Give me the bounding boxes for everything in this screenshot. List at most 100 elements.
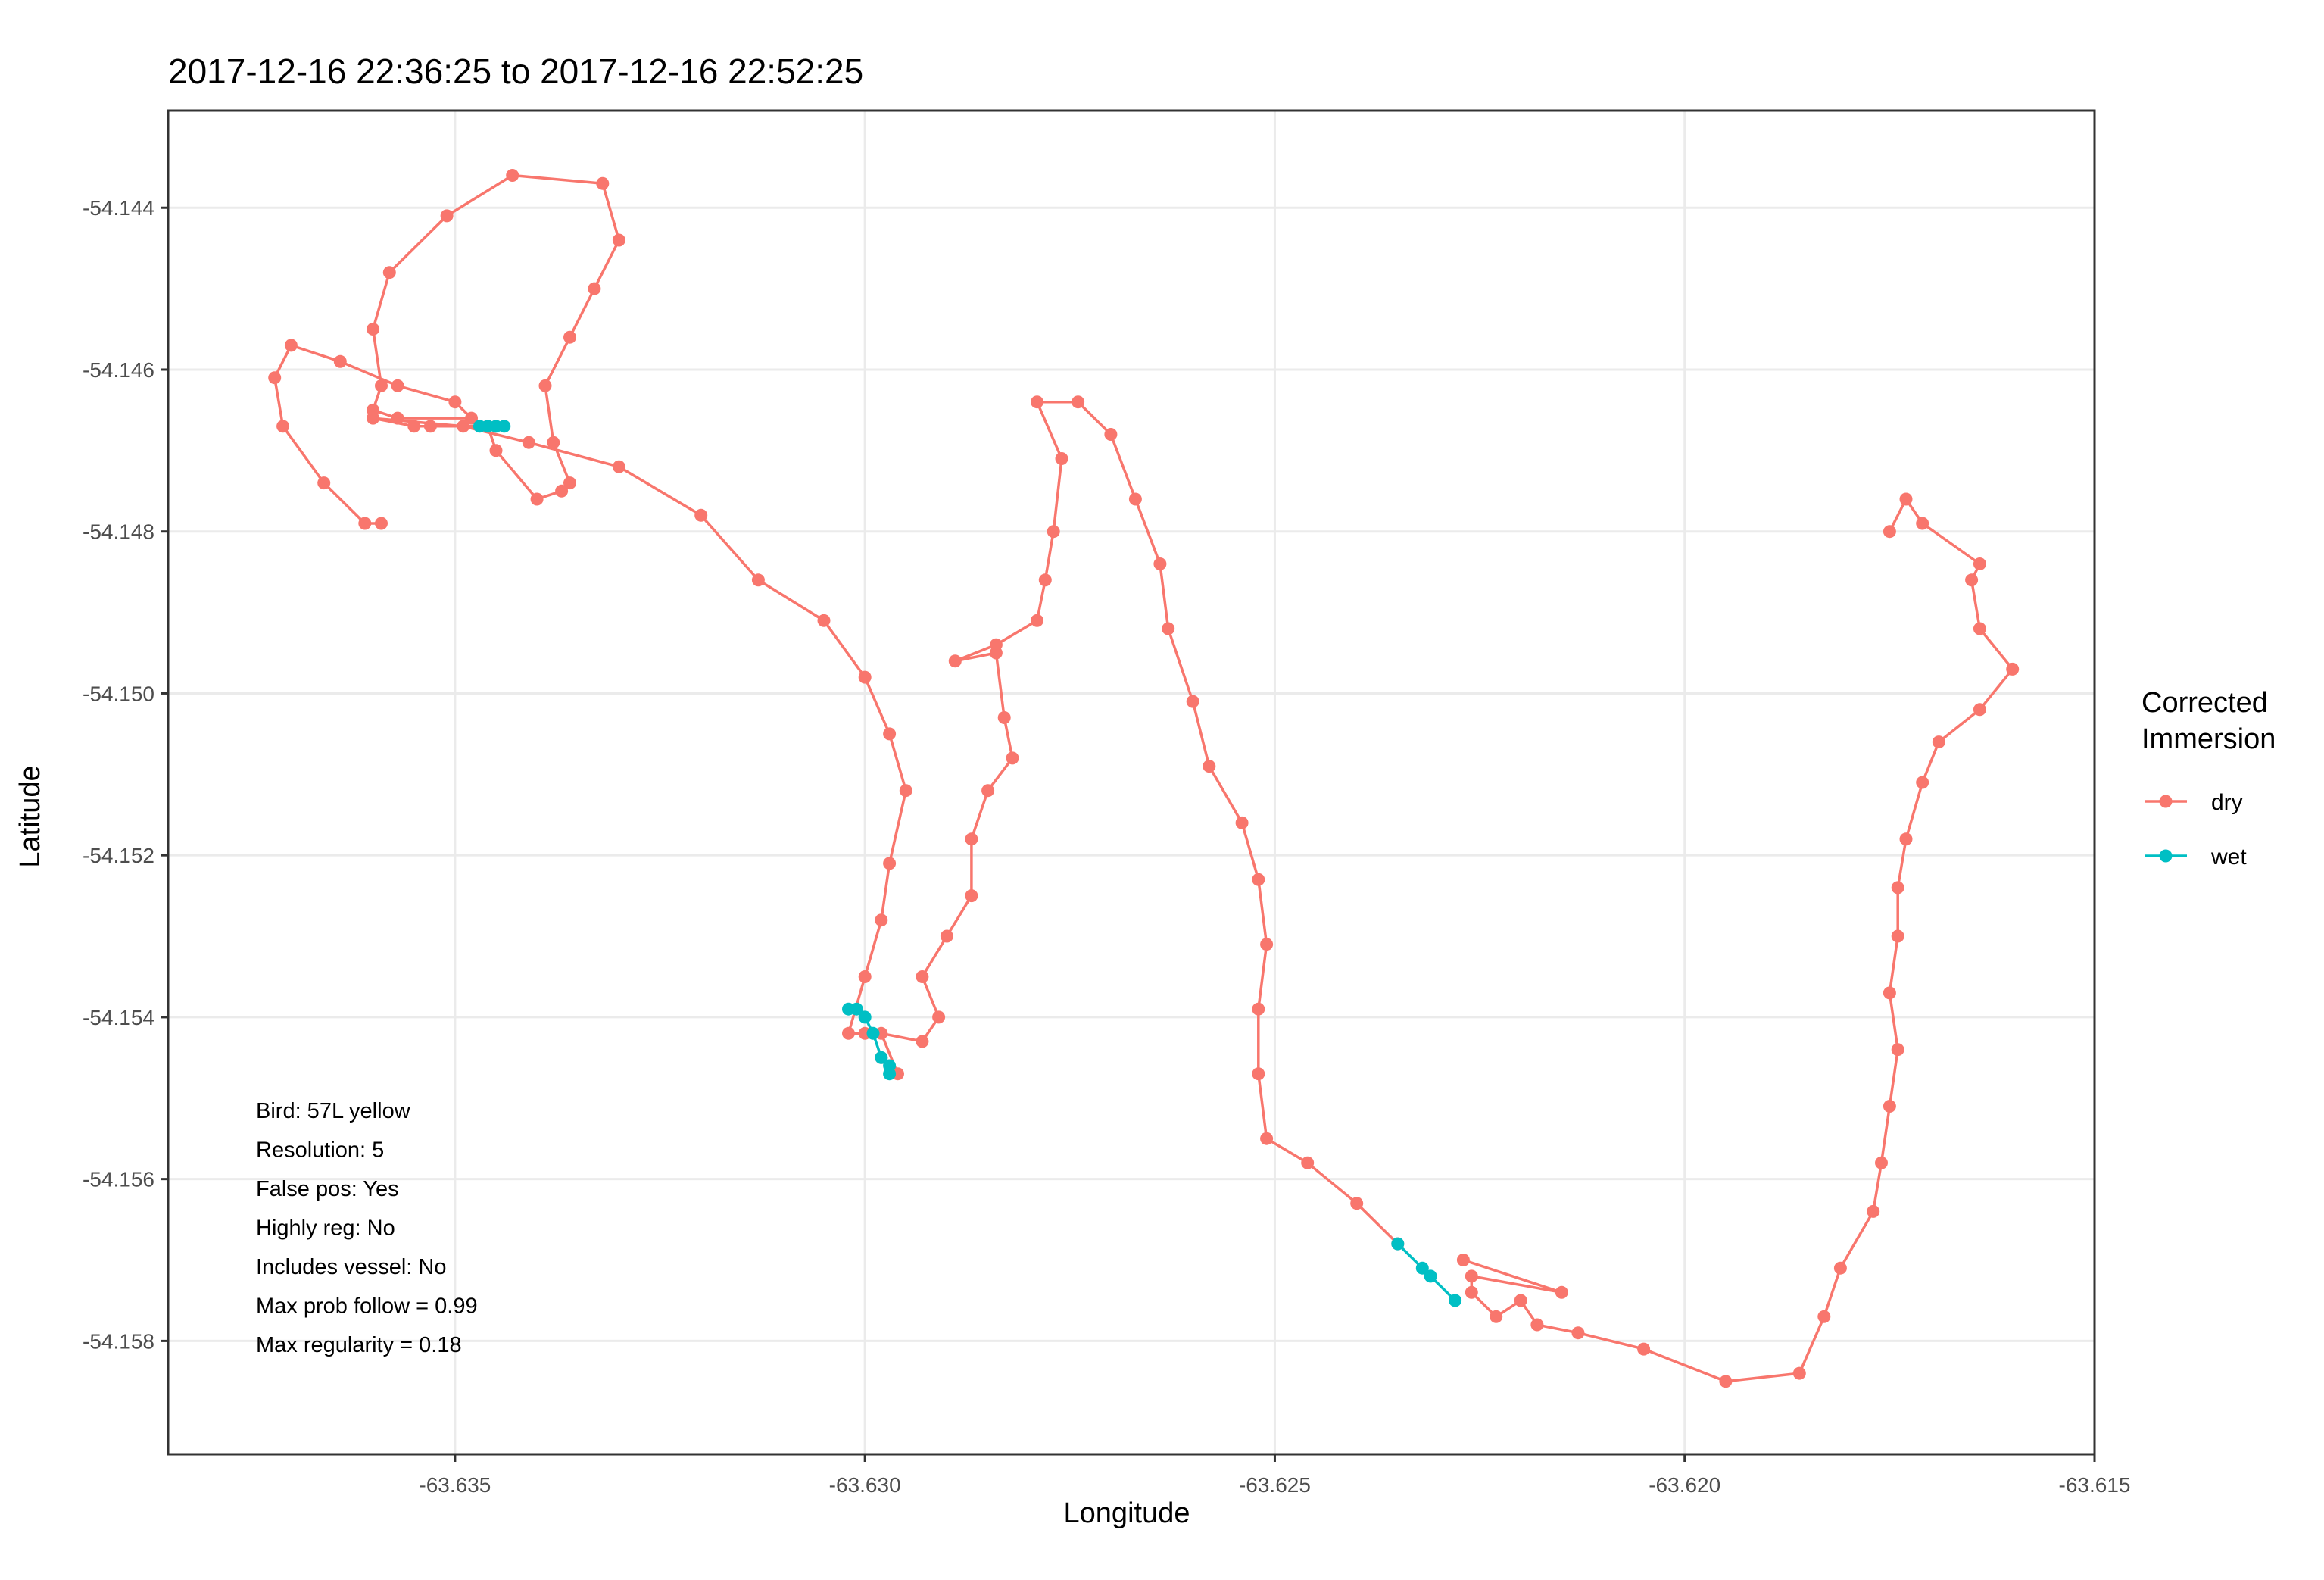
data-point-dry bbox=[588, 282, 601, 295]
data-point-dry bbox=[367, 411, 380, 425]
y-tick-label: -54.146 bbox=[83, 358, 154, 382]
data-point-wet bbox=[1415, 1261, 1429, 1275]
legend-label: dry bbox=[2211, 790, 2243, 815]
data-point-dry bbox=[358, 517, 372, 530]
data-point-dry bbox=[883, 857, 897, 870]
y-tick-label: -54.158 bbox=[83, 1329, 154, 1353]
data-point-dry bbox=[563, 476, 576, 490]
data-point-wet bbox=[1391, 1237, 1405, 1251]
x-tick-label: -63.630 bbox=[829, 1473, 901, 1497]
data-point-dry bbox=[1555, 1285, 1568, 1299]
x-axis: -63.635 -63.630 -63.625 -63.620 -63.615 bbox=[419, 1454, 2130, 1497]
data-point-dry bbox=[538, 379, 552, 392]
data-point-dry bbox=[1301, 1156, 1315, 1169]
data-point-dry bbox=[1973, 622, 1986, 635]
data-point-dry bbox=[2006, 662, 2020, 676]
data-point-dry bbox=[1637, 1342, 1651, 1356]
annotation-line: Max regularity = 0.18 bbox=[256, 1333, 462, 1357]
data-point-dry bbox=[1883, 986, 1896, 1000]
annotation-line: Resolution: 5 bbox=[256, 1138, 384, 1163]
data-point-dry bbox=[382, 266, 396, 279]
data-point-dry bbox=[1038, 573, 1052, 587]
data-point-dry bbox=[317, 476, 331, 490]
data-point-dry bbox=[1128, 492, 1142, 506]
data-point-dry bbox=[333, 354, 347, 368]
y-tick-label: -54.148 bbox=[83, 520, 154, 544]
gridlines bbox=[168, 111, 2096, 1454]
series-line-dry bbox=[880, 400, 1399, 1245]
data-point-dry bbox=[596, 176, 610, 190]
legend-key-point bbox=[2159, 795, 2173, 808]
legend-label: wet bbox=[2210, 845, 2247, 870]
data-point-dry bbox=[883, 727, 897, 741]
data-point-dry bbox=[1235, 816, 1249, 829]
data-point-dry bbox=[817, 614, 831, 627]
data-point-dry bbox=[965, 832, 978, 846]
data-series bbox=[268, 169, 2020, 1388]
data-point-dry bbox=[1047, 525, 1060, 539]
data-point-wet bbox=[1449, 1294, 1462, 1307]
data-point-dry bbox=[1465, 1285, 1478, 1299]
data-point-dry bbox=[1875, 1156, 1888, 1169]
x-axis-title: Longitude bbox=[1064, 1497, 1190, 1529]
data-point-dry bbox=[1031, 614, 1043, 627]
x-tick-label: -63.620 bbox=[1649, 1473, 1720, 1497]
data-point-dry bbox=[547, 436, 560, 449]
data-point-dry bbox=[457, 420, 470, 433]
annotation-line: Highly reg: No bbox=[256, 1216, 395, 1241]
data-point-dry bbox=[555, 484, 569, 498]
data-point-dry bbox=[875, 913, 888, 927]
y-tick-label: -54.156 bbox=[83, 1168, 154, 1191]
data-point-dry bbox=[1104, 428, 1118, 441]
data-point-dry bbox=[276, 420, 290, 433]
data-point-dry bbox=[997, 711, 1011, 724]
legend-key-point bbox=[2159, 849, 2173, 863]
panel-border bbox=[167, 109, 2096, 1456]
data-point-dry bbox=[465, 411, 478, 425]
y-tick-label: -54.144 bbox=[83, 196, 154, 220]
data-point-dry bbox=[1891, 929, 1904, 943]
annotation-line: Includes vessel: No bbox=[256, 1255, 446, 1279]
data-point-dry bbox=[1153, 557, 1167, 570]
data-point-dry bbox=[940, 929, 953, 943]
data-point-dry bbox=[916, 970, 929, 983]
data-point-dry bbox=[1883, 525, 1896, 539]
y-tick-label: -54.150 bbox=[83, 682, 154, 705]
data-point-dry bbox=[1490, 1310, 1503, 1323]
data-point-dry bbox=[1965, 573, 1979, 587]
data-point-dry bbox=[530, 492, 544, 506]
data-point-dry bbox=[842, 1026, 855, 1040]
data-point-wet bbox=[866, 1026, 880, 1040]
data-point-dry bbox=[858, 670, 872, 684]
y-tick-label: -54.154 bbox=[83, 1006, 154, 1029]
data-point-dry bbox=[989, 638, 1003, 651]
annotation-line: False pos: Yes bbox=[256, 1177, 399, 1201]
data-point-dry bbox=[367, 323, 380, 336]
data-point-dry bbox=[612, 460, 625, 473]
annotation-block: Bird: 57L yellow Resolution: 5 False pos: … bbox=[256, 1099, 478, 1357]
data-point-dry bbox=[1571, 1326, 1585, 1340]
data-point-dry bbox=[1514, 1294, 1527, 1307]
data-point-dry bbox=[1932, 735, 1945, 749]
data-point-wet bbox=[1424, 1269, 1437, 1283]
data-point-dry bbox=[1252, 1002, 1265, 1016]
data-point-dry bbox=[284, 339, 298, 352]
data-point-dry bbox=[375, 517, 388, 530]
data-point-dry bbox=[1792, 1366, 1806, 1380]
data-point-dry bbox=[965, 889, 978, 903]
data-point-dry bbox=[407, 420, 421, 433]
data-point-dry bbox=[440, 209, 454, 223]
data-point-dry bbox=[1916, 517, 1929, 530]
data-point-dry bbox=[1883, 1100, 1896, 1113]
legend-title: Corrected bbox=[2142, 687, 2268, 719]
data-point-dry bbox=[1891, 881, 1904, 895]
data-point-dry bbox=[1252, 873, 1265, 886]
x-tick-label: -63.625 bbox=[1239, 1473, 1311, 1497]
annotation-line: Max prob follow = 0.99 bbox=[256, 1294, 478, 1319]
data-point-dry bbox=[1252, 1067, 1265, 1081]
data-point-dry bbox=[1260, 1132, 1274, 1145]
chart-title: 2017-12-16 22:36:25 to 2017-12-16 22:52:… bbox=[168, 52, 863, 91]
data-point-dry bbox=[391, 411, 404, 425]
